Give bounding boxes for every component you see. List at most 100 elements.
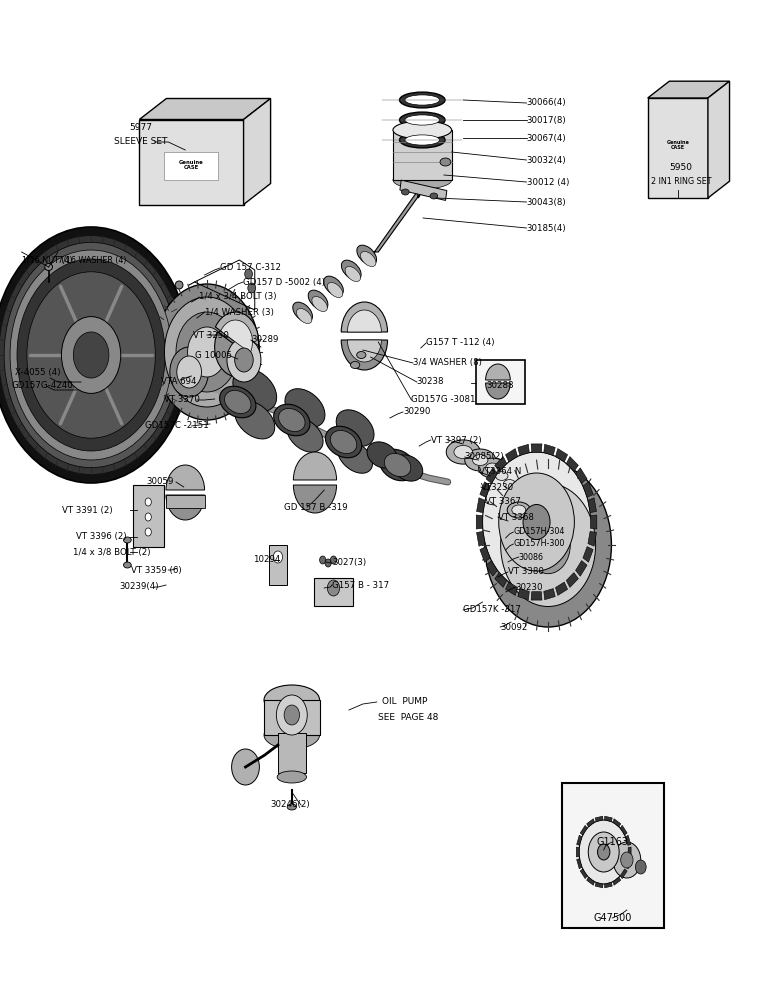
Ellipse shape xyxy=(361,251,376,267)
Polygon shape xyxy=(648,81,730,98)
Polygon shape xyxy=(577,835,582,845)
Ellipse shape xyxy=(287,804,296,810)
Text: OIL  PUMP: OIL PUMP xyxy=(382,698,428,706)
Text: GD 157 B -319: GD 157 B -319 xyxy=(284,502,347,512)
Polygon shape xyxy=(556,582,567,595)
Circle shape xyxy=(485,463,611,627)
Wedge shape xyxy=(221,320,252,353)
Polygon shape xyxy=(244,99,271,205)
Circle shape xyxy=(248,283,256,293)
Polygon shape xyxy=(506,582,517,595)
Polygon shape xyxy=(506,449,517,462)
Polygon shape xyxy=(476,515,482,529)
Text: Genuine
CASE: Genuine CASE xyxy=(179,160,204,170)
Ellipse shape xyxy=(393,121,452,139)
Wedge shape xyxy=(215,312,259,357)
Bar xyxy=(133,485,164,547)
Polygon shape xyxy=(583,482,593,497)
Polygon shape xyxy=(581,869,587,879)
Text: 3027(3): 3027(3) xyxy=(332,558,366,568)
Text: 30085(2): 30085(2) xyxy=(465,452,504,462)
Text: VT 3250: VT 3250 xyxy=(193,330,229,340)
Text: SEE  PAGE 48: SEE PAGE 48 xyxy=(378,712,438,722)
Wedge shape xyxy=(341,340,388,370)
Ellipse shape xyxy=(124,537,131,543)
Polygon shape xyxy=(595,816,603,822)
Circle shape xyxy=(0,227,190,483)
Polygon shape xyxy=(367,192,422,258)
Polygon shape xyxy=(587,819,594,827)
Ellipse shape xyxy=(512,505,526,515)
Ellipse shape xyxy=(357,352,366,359)
Circle shape xyxy=(635,860,646,874)
Circle shape xyxy=(145,528,151,536)
Circle shape xyxy=(526,516,571,574)
Polygon shape xyxy=(556,449,567,462)
Ellipse shape xyxy=(308,290,328,310)
Text: 30059: 30059 xyxy=(147,478,174,487)
Circle shape xyxy=(0,236,183,474)
Circle shape xyxy=(613,842,641,878)
Text: 3/4 WASHER (8): 3/4 WASHER (8) xyxy=(413,359,482,367)
Text: 30230: 30230 xyxy=(516,582,543,591)
Text: VT3364 N: VT3364 N xyxy=(479,468,521,477)
Bar xyxy=(314,578,353,606)
Wedge shape xyxy=(347,310,381,332)
Polygon shape xyxy=(620,825,627,835)
Text: 30092: 30092 xyxy=(500,622,527,632)
Ellipse shape xyxy=(486,463,499,473)
Text: 1/16 NUT (4): 1/16 NUT (4) xyxy=(22,255,72,264)
Ellipse shape xyxy=(440,158,451,166)
Circle shape xyxy=(598,844,610,860)
Ellipse shape xyxy=(323,276,344,296)
Polygon shape xyxy=(543,589,555,600)
Ellipse shape xyxy=(273,404,310,436)
Bar xyxy=(264,700,320,735)
Polygon shape xyxy=(577,847,579,857)
Ellipse shape xyxy=(336,410,374,446)
Ellipse shape xyxy=(465,449,496,471)
Circle shape xyxy=(164,297,249,407)
Polygon shape xyxy=(139,119,244,205)
Text: 30289: 30289 xyxy=(251,336,278,344)
Wedge shape xyxy=(486,383,510,399)
Polygon shape xyxy=(708,81,730,198)
Circle shape xyxy=(170,347,208,397)
Text: VTA 694: VTA 694 xyxy=(161,377,196,386)
Ellipse shape xyxy=(503,480,516,488)
Text: 30086: 30086 xyxy=(519,552,543,562)
Circle shape xyxy=(579,820,628,884)
Bar xyxy=(393,130,452,180)
Text: VT 3396 (2): VT 3396 (2) xyxy=(76,532,127,542)
Circle shape xyxy=(482,452,591,592)
Circle shape xyxy=(4,242,178,468)
Ellipse shape xyxy=(405,135,440,145)
Ellipse shape xyxy=(430,193,438,199)
Polygon shape xyxy=(591,515,597,529)
Circle shape xyxy=(176,312,238,392)
Ellipse shape xyxy=(285,389,325,427)
Ellipse shape xyxy=(401,189,409,195)
Text: G1163: G1163 xyxy=(596,837,628,847)
Polygon shape xyxy=(567,573,578,587)
Polygon shape xyxy=(139,99,271,119)
Circle shape xyxy=(523,504,550,540)
Text: GD157C -2151: GD157C -2151 xyxy=(145,422,209,430)
Text: 5950: 5950 xyxy=(669,163,692,172)
Ellipse shape xyxy=(446,440,480,464)
Ellipse shape xyxy=(124,562,131,568)
Wedge shape xyxy=(166,495,205,520)
Text: GD157H-304: GD157H-304 xyxy=(513,528,565,536)
Text: G 10005: G 10005 xyxy=(195,351,232,360)
Circle shape xyxy=(325,559,331,567)
Circle shape xyxy=(327,580,340,596)
Ellipse shape xyxy=(405,115,440,125)
Text: VT 3367: VT 3367 xyxy=(485,497,520,506)
Bar xyxy=(400,180,447,200)
Circle shape xyxy=(227,338,261,382)
Polygon shape xyxy=(495,457,506,471)
Ellipse shape xyxy=(235,401,275,439)
Circle shape xyxy=(62,317,120,393)
Polygon shape xyxy=(518,444,530,455)
Text: 30185(4): 30185(4) xyxy=(527,224,566,232)
